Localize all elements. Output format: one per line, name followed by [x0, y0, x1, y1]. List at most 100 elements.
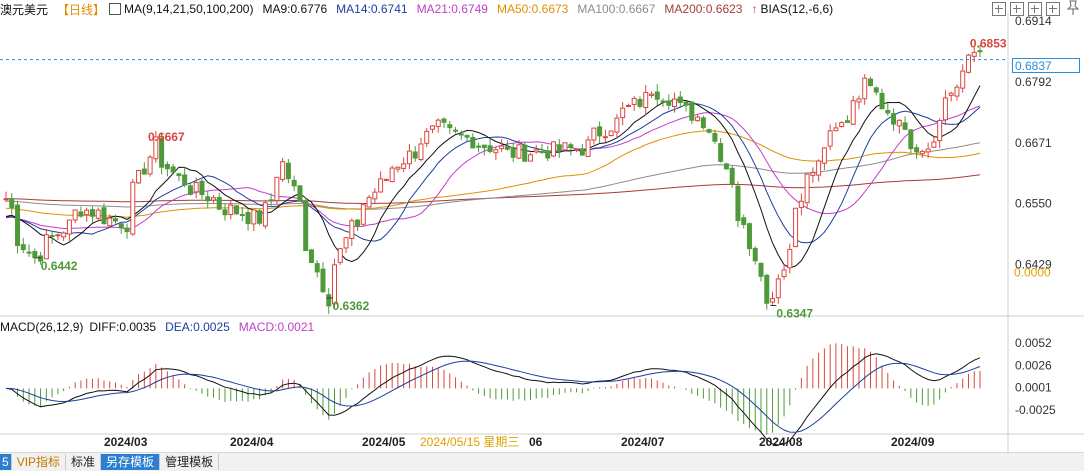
candle-body[interactable]: [798, 200, 804, 208]
toolbar-edge-tab[interactable]: 5: [0, 454, 12, 470]
period-label[interactable]: 【日线】: [57, 2, 106, 17]
candle-body[interactable]: [72, 209, 78, 221]
candle-body[interactable]: [355, 219, 361, 227]
vip-indicator-button[interactable]: VIP指标: [12, 454, 67, 470]
zoom-in-icon[interactable]: [992, 2, 1006, 16]
candle-body[interactable]: [706, 129, 712, 133]
candle-body[interactable]: [551, 141, 557, 157]
candle-body[interactable]: [187, 185, 193, 195]
candle-body[interactable]: [770, 298, 776, 303]
candle-body[interactable]: [862, 77, 868, 100]
candle-body[interactable]: [383, 178, 389, 181]
candle-body[interactable]: [314, 263, 320, 273]
candle-body[interactable]: [124, 227, 130, 233]
candle-body[interactable]: [481, 144, 487, 149]
candle-body[interactable]: [205, 196, 211, 202]
candle-body[interactable]: [579, 148, 585, 156]
candle-body[interactable]: [816, 160, 822, 176]
candle-body[interactable]: [545, 150, 551, 159]
candle-body[interactable]: [458, 133, 464, 136]
candle-body[interactable]: [476, 145, 482, 148]
candle-body[interactable]: [804, 173, 810, 204]
candle-body[interactable]: [925, 148, 931, 153]
manage-template-button[interactable]: 管理模板: [160, 454, 220, 470]
candle-body[interactable]: [3, 198, 9, 201]
candle-body[interactable]: [95, 209, 101, 219]
candle-body[interactable]: [20, 244, 26, 251]
candle-body[interactable]: [441, 118, 447, 123]
candle-body[interactable]: [712, 133, 718, 142]
candle-body[interactable]: [741, 217, 747, 225]
candle-body[interactable]: [695, 116, 701, 122]
candle-body[interactable]: [360, 204, 366, 225]
candle-body[interactable]: [775, 278, 781, 299]
candle-body[interactable]: [752, 247, 758, 262]
candle-body[interactable]: [533, 149, 539, 153]
candle-body[interactable]: [193, 182, 199, 193]
candle-body[interactable]: [522, 144, 528, 162]
candle-body[interactable]: [228, 204, 234, 216]
standard-button[interactable]: 标准: [66, 454, 102, 470]
candle-body[interactable]: [378, 178, 384, 193]
candle-body[interactable]: [499, 145, 505, 150]
candle-body[interactable]: [602, 136, 608, 139]
candle-body[interactable]: [118, 223, 124, 229]
candle-body[interactable]: [827, 130, 833, 147]
candle-body[interactable]: [234, 205, 240, 215]
candle-body[interactable]: [625, 104, 631, 107]
candle-body[interactable]: [447, 124, 453, 129]
candle-body[interactable]: [239, 213, 245, 216]
candle-body[interactable]: [746, 223, 752, 250]
candle-body[interactable]: [308, 249, 314, 263]
candle-body[interactable]: [574, 148, 580, 151]
candle-body[interactable]: [844, 120, 850, 123]
candle-body[interactable]: [723, 163, 729, 170]
candle-body[interactable]: [914, 147, 920, 153]
candle-body[interactable]: [539, 150, 545, 153]
candle-body[interactable]: [965, 54, 971, 73]
candle-body[interactable]: [764, 274, 770, 304]
candle-body[interactable]: [793, 207, 799, 248]
candle-body[interactable]: [464, 134, 470, 138]
candle-body[interactable]: [787, 248, 793, 269]
candle-body[interactable]: [660, 100, 666, 103]
candle-body[interactable]: [280, 161, 286, 180]
candle-body[interactable]: [648, 93, 654, 96]
candle-body[interactable]: [78, 211, 84, 217]
candle-body[interactable]: [84, 209, 90, 216]
candle-body[interactable]: [147, 156, 153, 175]
candle-body[interactable]: [902, 122, 908, 130]
candle-body[interactable]: [643, 91, 649, 108]
candle-body[interactable]: [297, 185, 303, 202]
macd-name[interactable]: MACD(26,12,9): [0, 320, 84, 334]
candle-body[interactable]: [61, 232, 67, 238]
candle-body[interactable]: [718, 143, 724, 162]
candle-body[interactable]: [66, 219, 72, 235]
candle-body[interactable]: [199, 180, 205, 196]
candle-body[interactable]: [683, 101, 689, 106]
candle-body[interactable]: [942, 97, 948, 121]
candle-body[interactable]: [729, 167, 735, 185]
candle-body[interactable]: [637, 98, 643, 107]
candle-body[interactable]: [268, 199, 274, 202]
candle-body[interactable]: [931, 141, 937, 148]
candle-body[interactable]: [527, 154, 533, 162]
candle-body[interactable]: [453, 129, 459, 132]
candle-body[interactable]: [182, 174, 188, 186]
ma-settings-icon[interactable]: [109, 3, 122, 15]
candle-body[interactable]: [891, 113, 897, 125]
candle-body[interactable]: [873, 87, 879, 93]
candle-body[interactable]: [810, 172, 816, 176]
candle-body[interactable]: [608, 130, 614, 136]
candle-body[interactable]: [867, 78, 873, 87]
candle-body[interactable]: [689, 101, 695, 121]
candle-body[interactable]: [614, 117, 620, 133]
candle-body[interactable]: [136, 169, 142, 184]
candle-body[interactable]: [401, 163, 407, 169]
candle-body[interactable]: [948, 92, 954, 96]
candle-body[interactable]: [49, 235, 55, 238]
candle-body[interactable]: [366, 196, 372, 208]
candle-body[interactable]: [89, 209, 95, 217]
candle-body[interactable]: [556, 144, 562, 152]
